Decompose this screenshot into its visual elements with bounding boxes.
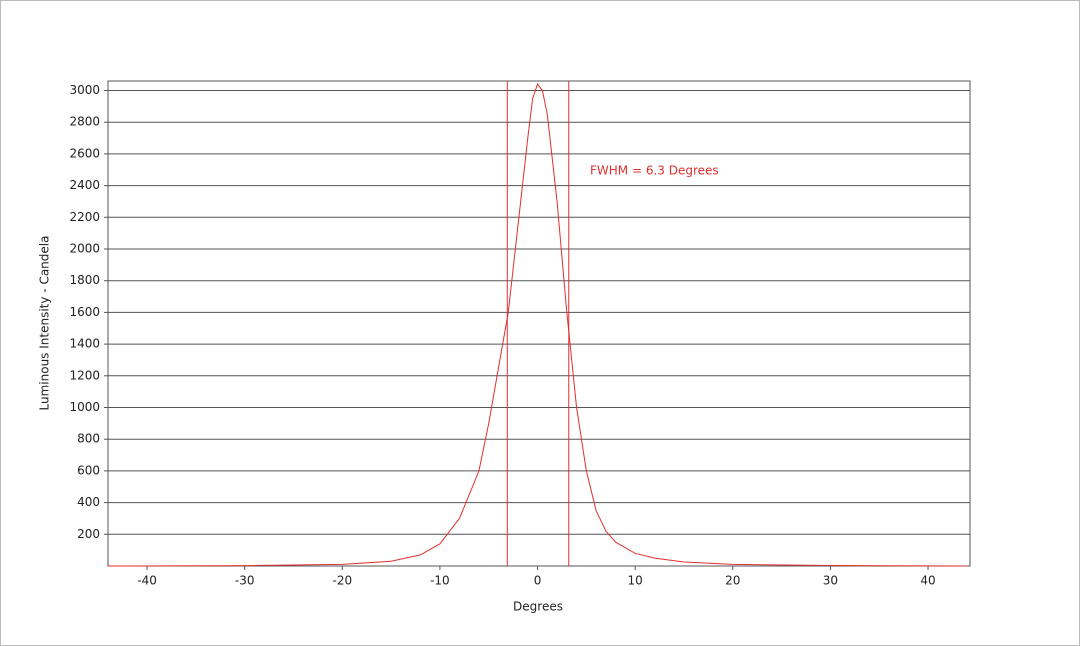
y-tick-label: 1800 (69, 273, 100, 287)
y-tick-label: 2600 (69, 146, 100, 160)
x-tick-label: 10 (628, 574, 643, 588)
annotation: FWHM = 6.3 Degrees (590, 164, 719, 178)
y-tick-label: 600 (77, 463, 100, 477)
x-tick-label: -30 (235, 574, 255, 588)
plot-border (107, 80, 971, 567)
y-tick-label: 2400 (69, 178, 100, 192)
y-tick-label: 2000 (69, 242, 100, 256)
y-tick-label: 2800 (69, 115, 100, 129)
y-tick-label: 1400 (69, 337, 100, 351)
y-tick-label: 800 (77, 432, 100, 446)
y-tick-label: 2200 (69, 210, 100, 224)
y-axis-label: Luminous Intensity - Candela (38, 236, 52, 411)
x-tick-label: -10 (430, 574, 450, 588)
x-tick-label: 0 (534, 574, 542, 588)
x-axis-label: Degrees (513, 600, 563, 614)
x-tick-label: 40 (920, 574, 935, 588)
data-line (107, 83, 968, 567)
y-tick-label: 400 (77, 495, 100, 509)
y-tick-label: 3000 (69, 83, 100, 97)
y-tick-label: 1600 (69, 305, 100, 319)
y-tick-label: 1000 (69, 400, 100, 414)
x-tick-label: -20 (332, 574, 352, 588)
x-tick-label: -40 (137, 574, 157, 588)
y-tick-label: 1200 (69, 368, 100, 382)
x-tick-label: 30 (823, 574, 838, 588)
x-tick-label: 20 (725, 574, 740, 588)
y-tick-label: 200 (77, 527, 100, 541)
